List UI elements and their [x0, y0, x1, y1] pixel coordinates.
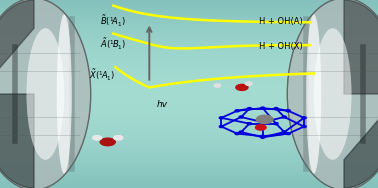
Ellipse shape: [26, 28, 64, 160]
Text: hv: hv: [157, 100, 168, 109]
Circle shape: [100, 138, 115, 146]
Circle shape: [302, 117, 306, 119]
Circle shape: [239, 131, 243, 133]
Text: $\tilde{A}(^1\!B_1)$: $\tilde{A}(^1\!B_1)$: [100, 37, 127, 52]
Text: H + OH(X): H + OH(X): [259, 42, 303, 51]
Circle shape: [260, 107, 265, 109]
Circle shape: [219, 126, 223, 128]
Text: H + OH(A): H + OH(A): [259, 17, 303, 26]
Polygon shape: [344, 94, 378, 188]
Ellipse shape: [314, 28, 352, 160]
Circle shape: [236, 84, 248, 90]
Circle shape: [256, 125, 266, 130]
Circle shape: [282, 116, 287, 118]
Ellipse shape: [306, 14, 321, 174]
Circle shape: [260, 135, 265, 137]
Circle shape: [93, 136, 102, 140]
Circle shape: [260, 136, 265, 138]
Polygon shape: [0, 0, 34, 94]
Circle shape: [219, 117, 223, 119]
Circle shape: [274, 123, 278, 125]
Circle shape: [286, 110, 290, 112]
Circle shape: [214, 84, 221, 87]
Circle shape: [239, 116, 243, 118]
Polygon shape: [344, 0, 378, 94]
Circle shape: [256, 115, 273, 124]
Ellipse shape: [57, 14, 72, 174]
Text: $\tilde{B}(^1\!A_1)$: $\tilde{B}(^1\!A_1)$: [100, 14, 126, 29]
Ellipse shape: [0, 0, 91, 188]
Circle shape: [114, 136, 123, 140]
Circle shape: [286, 133, 290, 135]
Circle shape: [274, 108, 278, 110]
Circle shape: [235, 133, 239, 135]
Circle shape: [247, 108, 251, 110]
Circle shape: [235, 110, 239, 112]
Circle shape: [245, 82, 252, 85]
Circle shape: [282, 131, 287, 133]
Circle shape: [247, 123, 251, 125]
Circle shape: [302, 126, 306, 128]
Text: $\tilde{X}(^1\!A_1)$: $\tilde{X}(^1\!A_1)$: [89, 68, 115, 83]
Circle shape: [260, 121, 265, 123]
Ellipse shape: [287, 0, 378, 188]
Polygon shape: [0, 94, 34, 188]
